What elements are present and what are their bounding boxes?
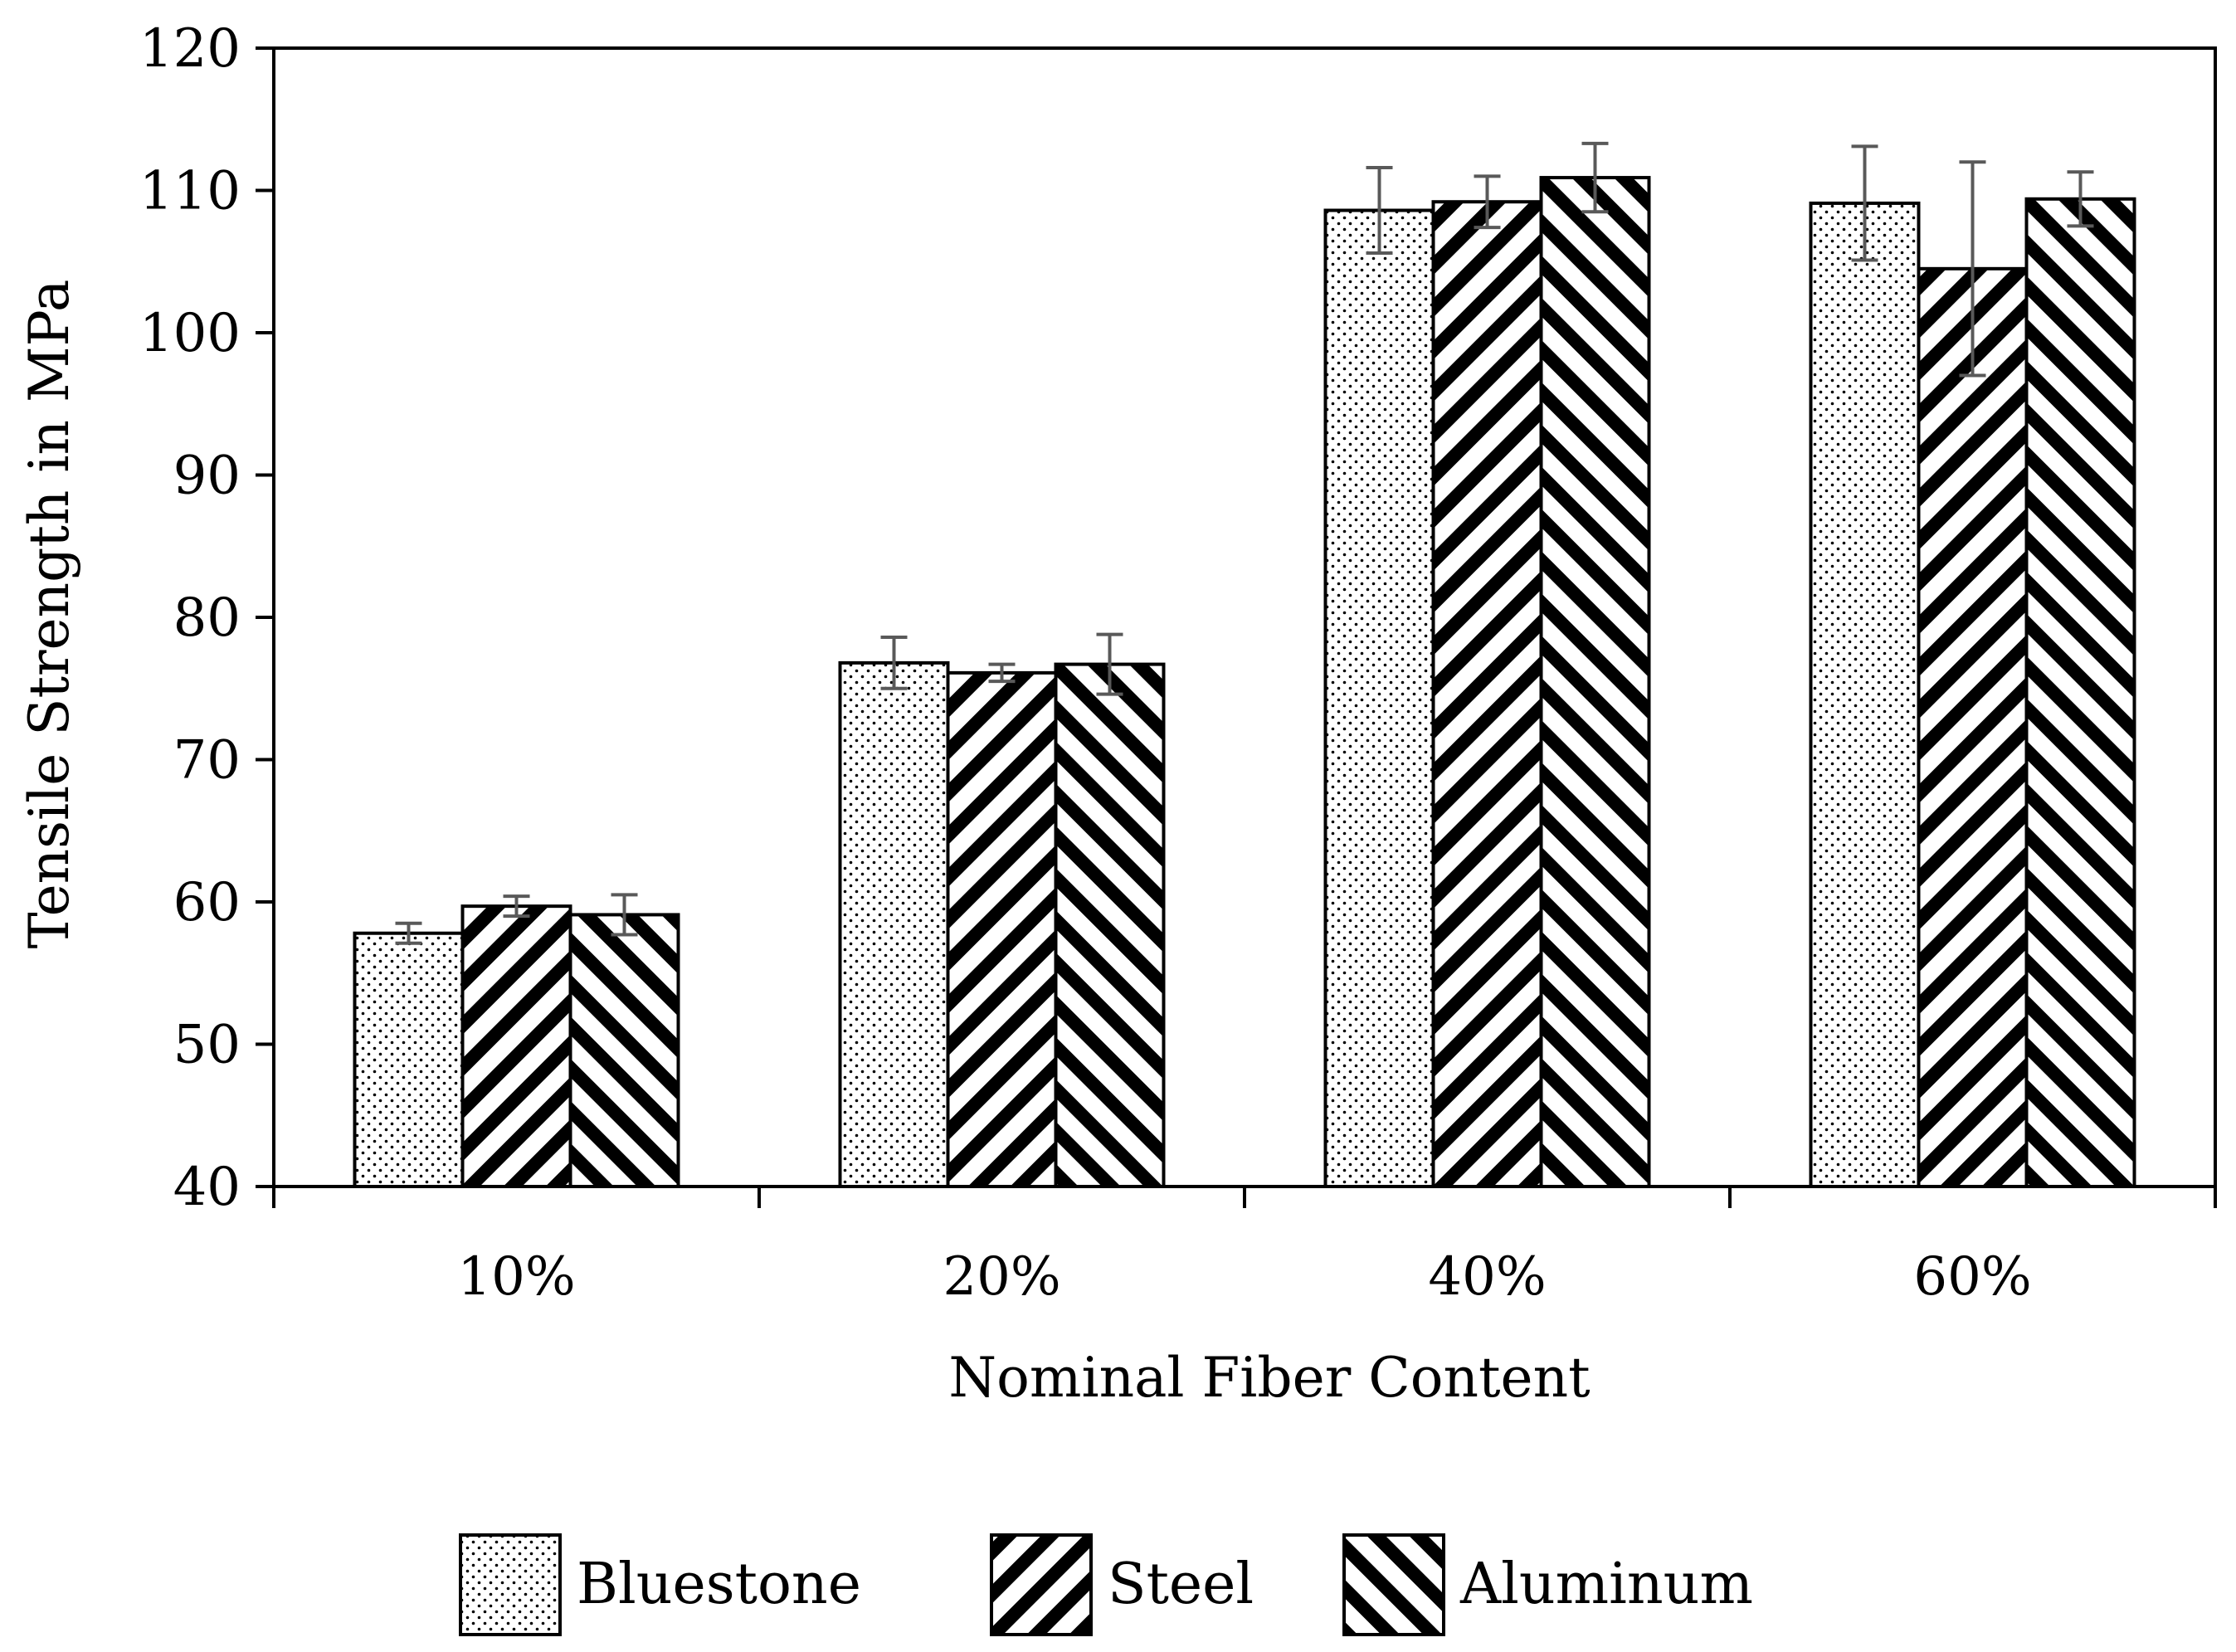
error-bar-aluminum-10 — [611, 893, 638, 937]
bar-bluestone-60 — [1809, 201, 1921, 1188]
bar-aluminum-40 — [1539, 176, 1651, 1189]
y-tick-label: 120 — [139, 18, 241, 80]
legend-swatch-steel — [990, 1533, 1093, 1636]
error-bar-bluestone-10 — [395, 921, 422, 945]
error-bar-aluminum-20 — [1096, 632, 1123, 696]
legend-label-steel: Steel — [1108, 1552, 1254, 1617]
error-bar-bluestone-40 — [1366, 166, 1393, 255]
x-tick-label-10: 10% — [457, 1246, 575, 1308]
x-axis-title: Nominal Fiber Content — [948, 1346, 1590, 1410]
legend-label-bluestone: Bluestone — [577, 1552, 861, 1617]
x-tick-label-20: 20% — [943, 1246, 1060, 1308]
error-bar-steel-40 — [1474, 174, 1501, 230]
y-tick-label: 100 — [139, 303, 241, 364]
bar-steel-40 — [1431, 200, 1543, 1189]
legend-item-steel: Steel — [990, 1533, 1254, 1636]
y-tick-label: 80 — [173, 587, 241, 649]
error-bar-aluminum-40 — [1581, 141, 1609, 214]
bar-bluestone-20 — [838, 660, 950, 1188]
error-bar-steel-20 — [988, 662, 1016, 684]
x-tick-label-40: 40% — [1428, 1246, 1546, 1308]
bar-aluminum-10 — [568, 913, 680, 1189]
error-bar-aluminum-60 — [2067, 170, 2094, 228]
y-tick-label: 70 — [173, 730, 241, 792]
bar-aluminum-60 — [2024, 197, 2136, 1188]
bar-aluminum-20 — [1054, 662, 1166, 1188]
legend-swatch-bluestone — [459, 1533, 562, 1636]
y-tick-label: 40 — [173, 1157, 241, 1218]
y-axis-title: Tensile Strength in MPa — [17, 280, 81, 949]
legend-swatch-aluminum — [1342, 1533, 1445, 1636]
y-tick-label: 90 — [173, 446, 241, 507]
error-bar-bluestone-20 — [880, 636, 908, 690]
legend-item-bluestone: Bluestone — [459, 1533, 861, 1636]
error-bars-group — [395, 141, 2094, 945]
error-bar-steel-60 — [1959, 160, 1986, 378]
legend: Bluestone Steel Aluminum — [459, 1533, 1753, 1636]
bar-steel-10 — [460, 904, 572, 1189]
y-tick-label: 110 — [139, 161, 241, 222]
bar-steel-20 — [946, 670, 1058, 1188]
bar-bluestone-10 — [353, 931, 465, 1188]
y-tick-label: 60 — [173, 872, 241, 933]
axes-group: 40 50 60 70 80 90 100 110 120 10% 20% 40% 60% — [139, 18, 2217, 1308]
legend-item-aluminum: Aluminum — [1342, 1533, 1753, 1636]
bar-steel-60 — [1917, 266, 2029, 1189]
bars-group — [353, 176, 2136, 1189]
legend-label-aluminum: Aluminum — [1459, 1552, 1753, 1617]
y-tick-label: 50 — [173, 1015, 241, 1076]
error-bar-steel-10 — [503, 894, 530, 919]
error-bar-bluestone-60 — [1851, 144, 1878, 262]
x-tick-label-60: 60% — [1913, 1246, 2031, 1308]
bar-bluestone-40 — [1323, 208, 1435, 1188]
